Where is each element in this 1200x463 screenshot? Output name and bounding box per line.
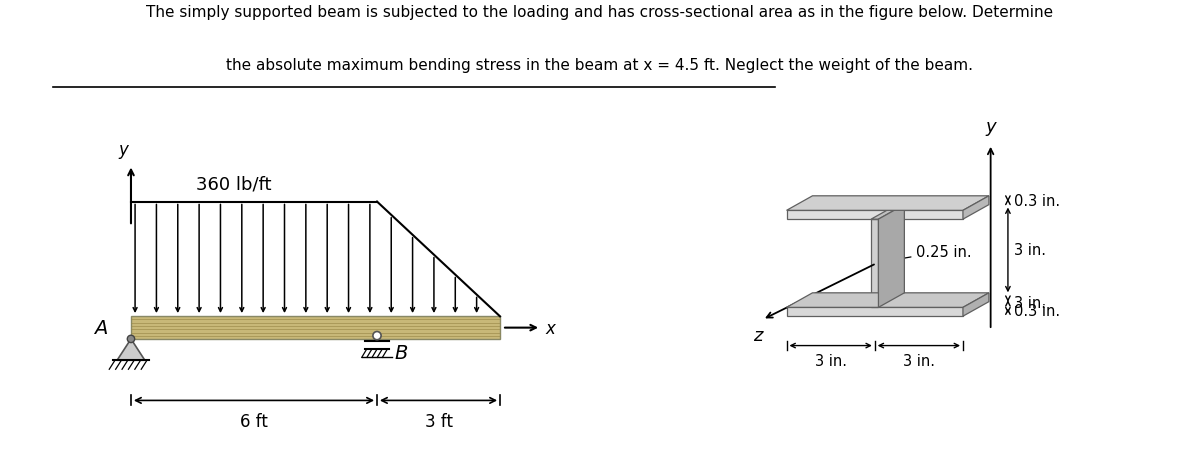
Text: 0.25 in.: 0.25 in. bbox=[878, 244, 972, 265]
Polygon shape bbox=[962, 196, 989, 219]
Text: 3 in.: 3 in. bbox=[815, 353, 847, 369]
Text: y: y bbox=[985, 118, 996, 136]
Text: 3 in.: 3 in. bbox=[1014, 243, 1046, 258]
Circle shape bbox=[127, 336, 134, 343]
FancyBboxPatch shape bbox=[131, 317, 500, 339]
Text: B: B bbox=[395, 343, 408, 362]
Text: 360 lb/ft: 360 lb/ft bbox=[196, 175, 271, 193]
Text: 6 ft: 6 ft bbox=[240, 412, 268, 430]
Text: the absolute maximum bending stress in the beam at x = 4.5 ft. Neglect the weigh: the absolute maximum bending stress in t… bbox=[227, 57, 973, 72]
Text: 0.3 in.: 0.3 in. bbox=[1014, 304, 1061, 319]
Text: A: A bbox=[94, 319, 107, 338]
Polygon shape bbox=[878, 205, 905, 308]
Polygon shape bbox=[962, 293, 989, 317]
Polygon shape bbox=[871, 205, 905, 219]
Text: z: z bbox=[754, 326, 763, 344]
Polygon shape bbox=[118, 339, 145, 361]
Polygon shape bbox=[786, 196, 989, 211]
Text: 3 in.: 3 in. bbox=[1014, 295, 1046, 310]
Text: x: x bbox=[545, 319, 554, 337]
Circle shape bbox=[373, 332, 382, 340]
Text: The simply supported beam is subjected to the loading and has cross-sectional ar: The simply supported beam is subjected t… bbox=[146, 5, 1054, 19]
Polygon shape bbox=[786, 293, 989, 308]
Polygon shape bbox=[786, 211, 962, 219]
Polygon shape bbox=[871, 219, 878, 308]
Polygon shape bbox=[786, 308, 962, 317]
Text: 3 ft: 3 ft bbox=[425, 412, 452, 430]
Text: 3 in.: 3 in. bbox=[902, 353, 935, 369]
Text: 0.3 in.: 0.3 in. bbox=[1014, 193, 1061, 208]
Text: y: y bbox=[119, 141, 128, 159]
